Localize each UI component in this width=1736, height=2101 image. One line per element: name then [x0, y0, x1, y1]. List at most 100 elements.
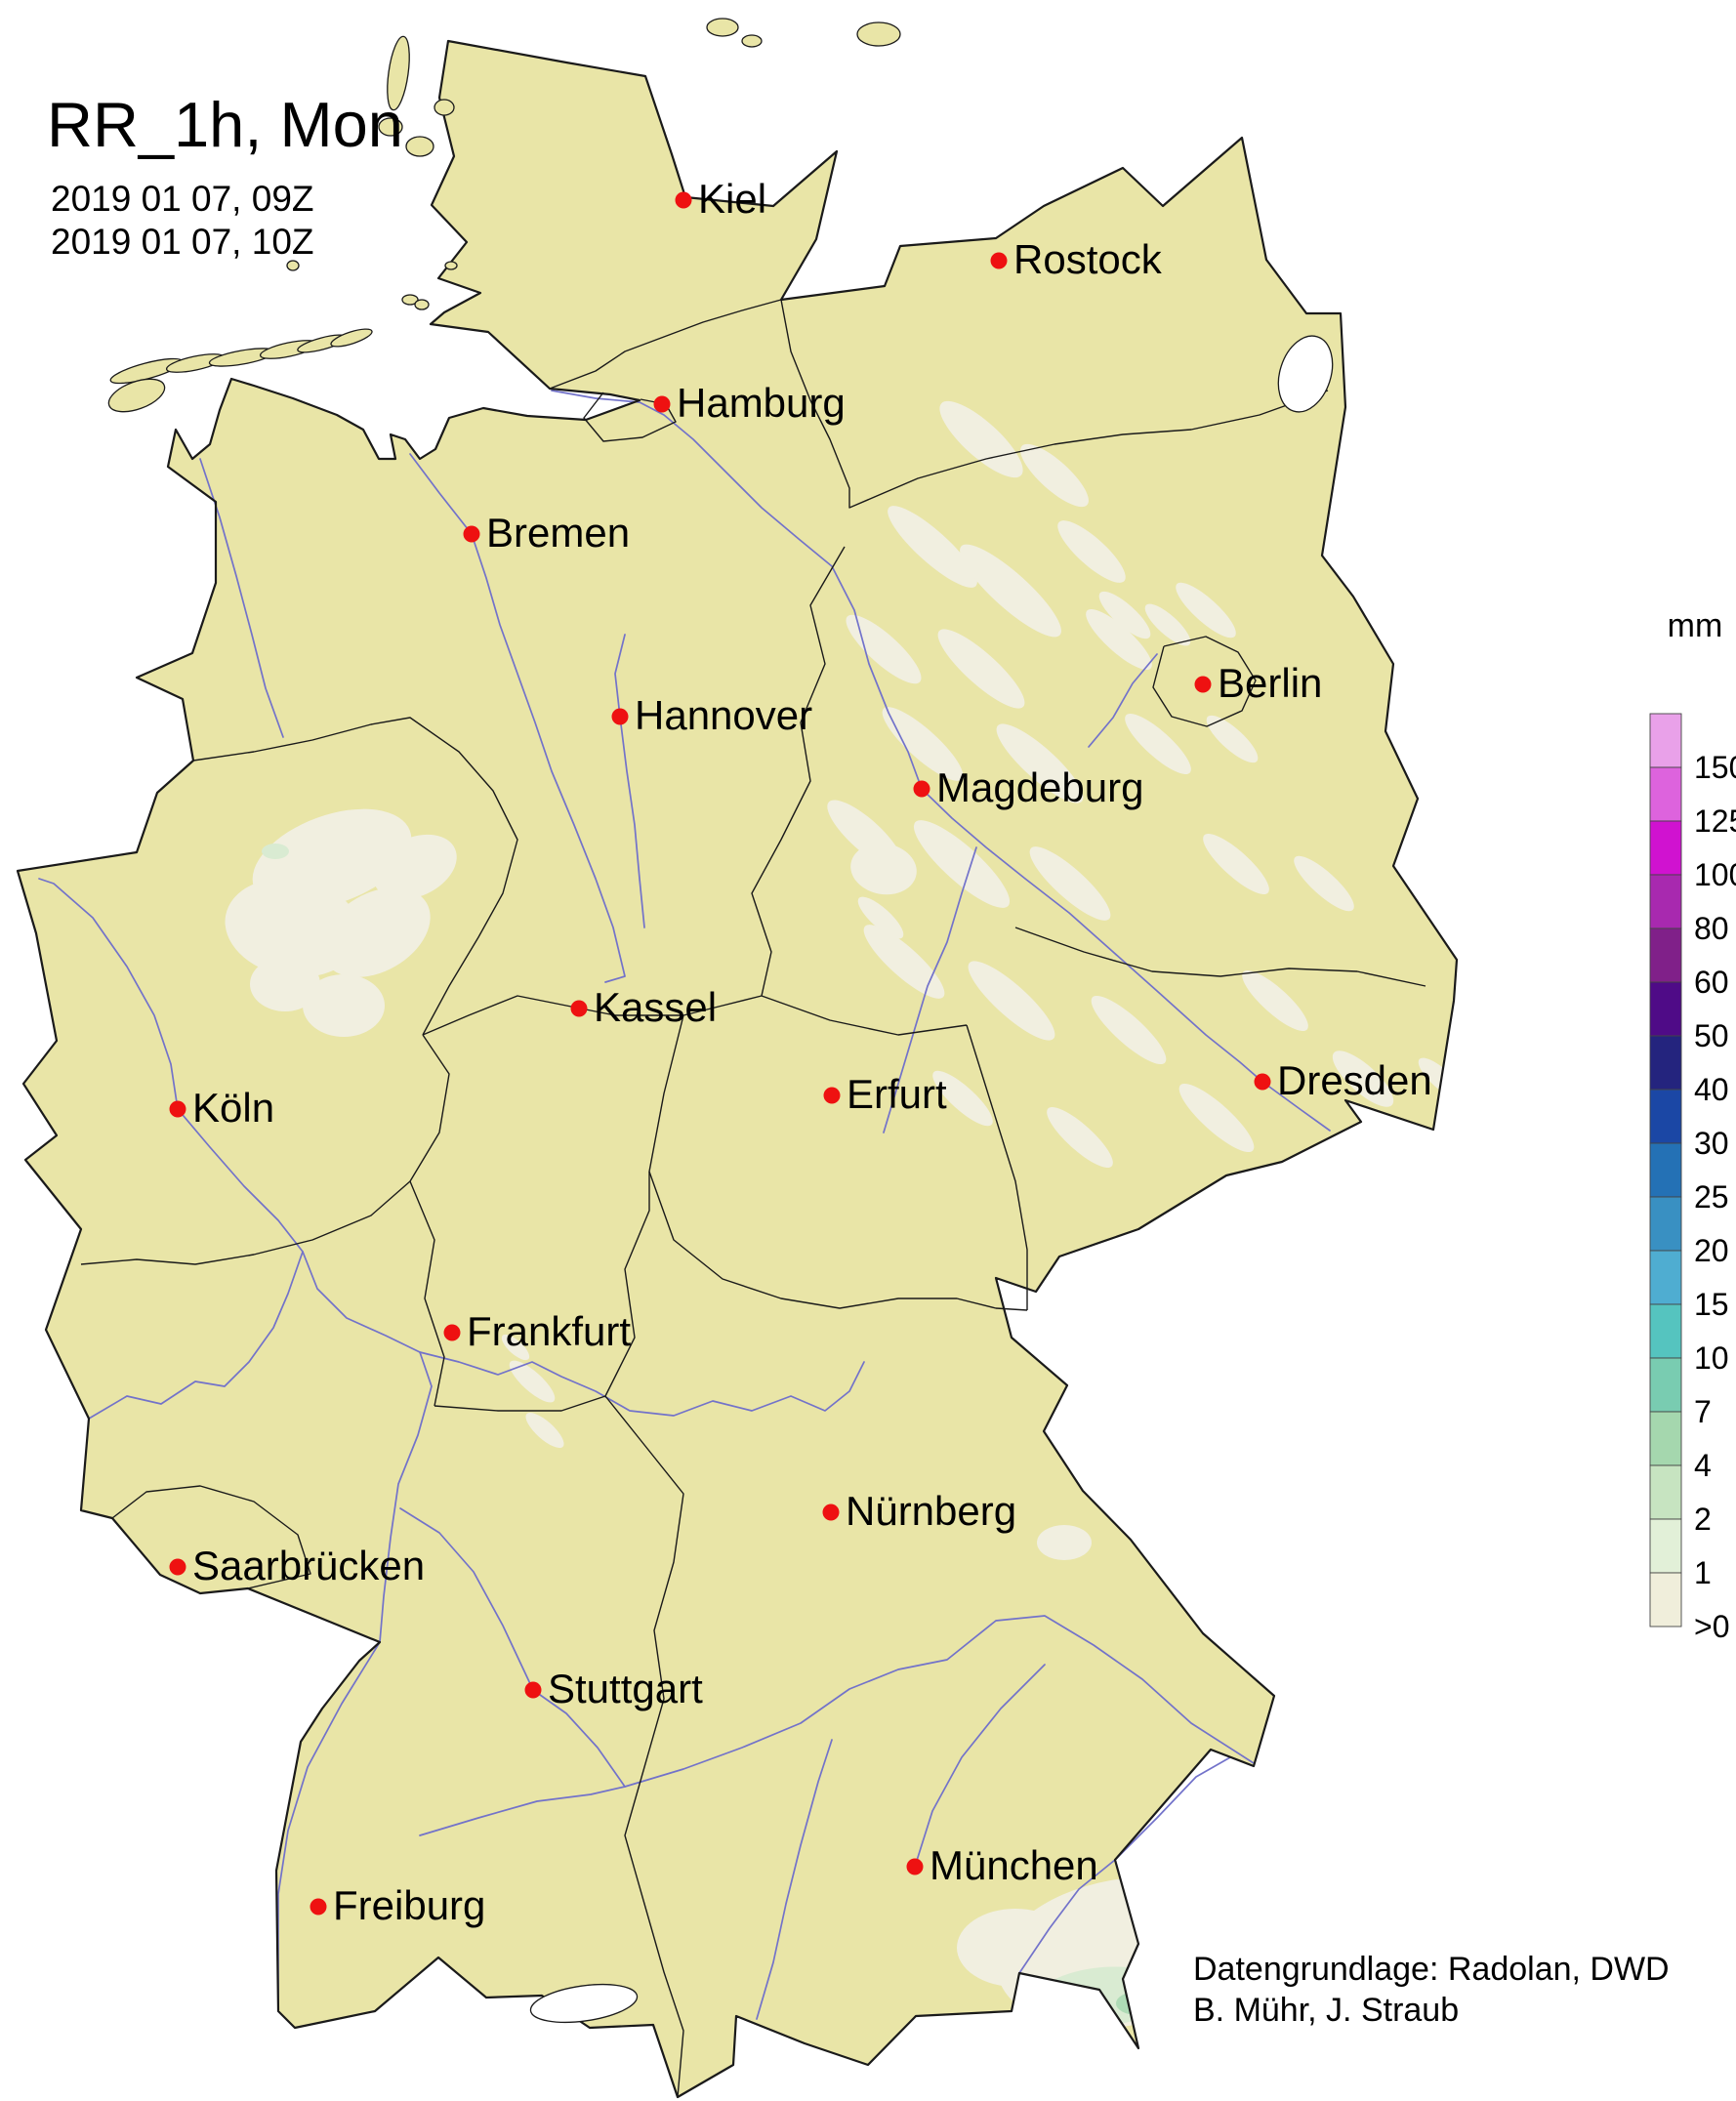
city: Frankfurt	[443, 1308, 631, 1354]
legend-color-swatch	[1649, 1196, 1682, 1252]
city: Hamburg	[653, 380, 846, 426]
map-title: RR_1h, Mon	[47, 89, 403, 160]
river	[914, 1664, 1046, 1868]
map-base-layer: Kiel Rostock Hamburg Bremen Hannover Berlin Ma…	[16, 18, 1459, 2099]
city-marker-icon	[524, 1681, 542, 1699]
legend-tick-label: 60	[1694, 965, 1729, 1000]
state-border	[80, 1034, 450, 1265]
precip-patch	[1029, 846, 1111, 921]
city: Dresden	[1254, 1057, 1432, 1103]
city-label: Stuttgart	[548, 1666, 703, 1711]
city-label: Köln	[192, 1085, 274, 1131]
precip-patch	[1176, 582, 1236, 639]
legend-color-swatch	[1649, 874, 1682, 929]
attribution: Datengrundlage: Radolan, DWD B. Mühr, J.…	[1193, 1951, 1670, 2029]
river	[419, 1351, 865, 1417]
precip-patch	[509, 1360, 556, 1403]
city-marker-icon	[1194, 676, 1212, 693]
island	[378, 117, 403, 137]
legend-tick-label: >0	[1694, 1609, 1729, 1644]
city: Rostock	[990, 236, 1163, 282]
state-border	[434, 1395, 606, 1412]
legend-unit-label: mm	[1668, 607, 1723, 644]
precip-patch	[321, 887, 431, 977]
precip-patch	[996, 723, 1084, 803]
precip-patch	[960, 544, 1061, 638]
city-marker-icon	[913, 780, 930, 798]
attribution-line-2: B. Mühr, J. Straub	[1193, 1992, 1459, 2029]
state-border	[111, 1485, 311, 1589]
legend-tick-label: 80	[1694, 911, 1729, 946]
legend-color-swatch	[1649, 1089, 1682, 1144]
legend-tick-label: 50	[1694, 1018, 1729, 1053]
precip-patch	[1206, 715, 1259, 763]
state-border	[549, 299, 782, 390]
state-borders-layer	[80, 299, 1426, 2098]
precip-patch	[1178, 1083, 1255, 1153]
city-marker-icon	[169, 1558, 186, 1576]
state-border	[648, 1014, 1028, 1311]
legend-tick-label: 4	[1694, 1448, 1712, 1483]
legend-color-swatch	[1649, 820, 1682, 876]
city: Bremen	[463, 510, 630, 556]
legend: mm 150 125 100 80 60 50 40 30 25 20 15 10 7 4 2 1 >0	[1649, 607, 1736, 1644]
city: Magdeburg	[913, 764, 1143, 810]
legend-tick-label: 1	[1694, 1555, 1712, 1590]
state-border	[604, 1395, 684, 2098]
precip-patch	[283, 862, 342, 905]
island	[401, 294, 419, 306]
precip-patch	[303, 974, 385, 1037]
city: Kassel	[570, 984, 717, 1030]
city-marker-icon	[653, 395, 671, 413]
legend-tick-label: 40	[1694, 1072, 1729, 1107]
city-label: Kassel	[594, 984, 717, 1030]
state-border	[409, 1180, 445, 1407]
germany-outline	[16, 39, 1459, 2099]
legend-color-swatch	[1649, 927, 1682, 983]
precip-patch	[501, 1334, 530, 1361]
precip-patch	[1242, 970, 1308, 1031]
precip-patch	[913, 820, 1011, 908]
city-label: Freiburg	[333, 1882, 485, 1928]
attribution-line-1: Datengrundlage: Radolan, DWD	[1193, 1951, 1670, 1988]
precip-patch	[1385, 1162, 1438, 1211]
precip-patch	[888, 506, 977, 588]
city-label: Kiel	[698, 176, 766, 222]
legend-color-swatch	[1649, 1518, 1682, 1574]
city-marker-icon	[463, 525, 480, 543]
precip-patch	[1047, 1107, 1113, 1168]
island	[286, 260, 300, 271]
legend-color-swatch	[1649, 713, 1682, 768]
city-marker-icon	[822, 1504, 840, 1521]
city: München	[906, 1842, 1098, 1888]
precip-patch	[373, 834, 457, 900]
legend-color-bar: 150 125 100 80 60 50 40 30 25 20 15 10 7 4 2 1 >0	[1649, 713, 1736, 1644]
city-label: Dresden	[1277, 1057, 1432, 1103]
precip-patch	[937, 629, 1025, 709]
island	[330, 328, 373, 348]
city-marker-icon	[310, 1898, 327, 1916]
legend-tick-label: 100	[1694, 857, 1736, 892]
valid-time-from: 2019 01 07, 09Z	[51, 179, 314, 219]
city-label: Bremen	[486, 510, 630, 556]
legend-tick-label: 25	[1694, 1179, 1729, 1215]
precip-patch	[1116, 1992, 1159, 2015]
city-marker-icon	[611, 708, 629, 725]
legend-color-swatch	[1649, 1464, 1682, 1520]
city-label: Rostock	[1013, 236, 1163, 282]
state-border	[966, 1024, 1028, 1310]
precip-patch	[1144, 603, 1191, 646]
germany-landmass	[18, 41, 1457, 2097]
precip-patch	[1086, 609, 1152, 670]
city-label: Erfurt	[847, 1071, 947, 1117]
rivers-layer	[38, 390, 1331, 2020]
legend-tick-label: 30	[1694, 1126, 1729, 1161]
state-border	[192, 717, 518, 1036]
legend-tick-label: 2	[1694, 1502, 1712, 1537]
river	[551, 390, 1331, 1132]
state-border	[604, 1172, 650, 1397]
river	[88, 1251, 304, 1420]
precip-patch	[939, 400, 1023, 478]
city: Freiburg	[310, 1882, 485, 1928]
